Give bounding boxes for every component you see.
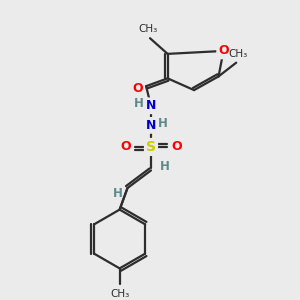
Text: O: O: [171, 140, 182, 153]
Text: S: S: [146, 140, 156, 154]
Text: O: O: [132, 82, 142, 95]
Text: O: O: [218, 44, 229, 57]
Text: CH₃: CH₃: [138, 24, 158, 34]
Text: H: H: [158, 117, 168, 130]
Text: CH₃: CH₃: [110, 289, 129, 299]
Text: N: N: [146, 119, 156, 132]
Text: N: N: [146, 99, 156, 112]
Text: O: O: [120, 140, 131, 153]
Text: H: H: [113, 188, 123, 200]
Text: H: H: [134, 97, 144, 110]
Text: CH₃: CH₃: [229, 49, 248, 59]
Text: H: H: [160, 160, 169, 173]
